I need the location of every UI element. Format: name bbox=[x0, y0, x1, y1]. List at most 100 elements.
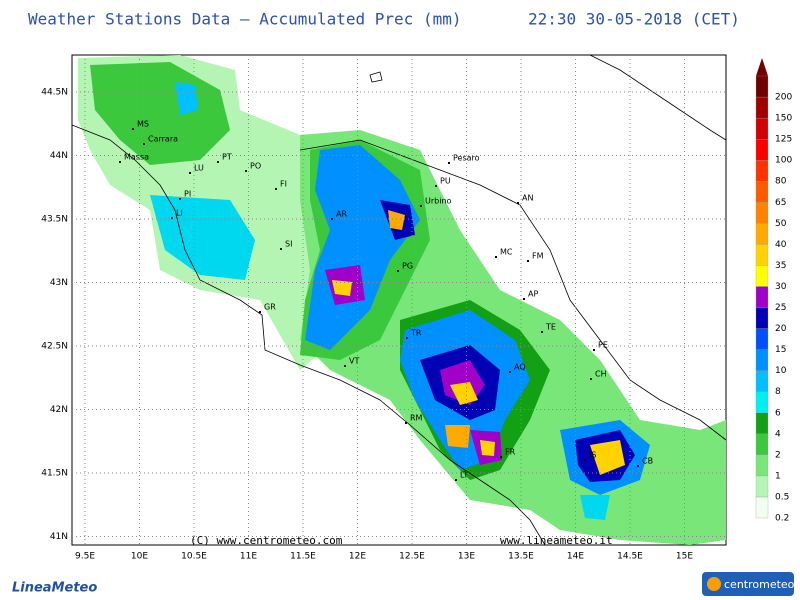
city-label: LI bbox=[176, 209, 183, 218]
logo-left: LineaMeteo bbox=[12, 581, 97, 596]
city-marker bbox=[517, 202, 519, 204]
city-marker bbox=[509, 371, 511, 373]
city-marker bbox=[590, 378, 592, 380]
legend-swatch bbox=[755, 117, 769, 140]
city-marker bbox=[420, 205, 422, 207]
legend-swatch bbox=[755, 475, 769, 498]
legend-label: 150 bbox=[775, 114, 792, 124]
lat-label: 42N bbox=[50, 405, 68, 415]
legend-swatch bbox=[755, 391, 769, 413]
lon-label: 13.5E bbox=[508, 552, 534, 562]
city-label: AN bbox=[522, 194, 533, 203]
city-label: FM bbox=[532, 252, 544, 261]
city-label: PT bbox=[222, 153, 232, 162]
city-label: Carrara bbox=[148, 135, 178, 144]
city-marker bbox=[143, 143, 145, 145]
city-marker bbox=[344, 365, 346, 367]
legend-swatch bbox=[755, 265, 769, 287]
lon-label: 14.5E bbox=[617, 552, 643, 562]
legend-label: 1 bbox=[775, 471, 781, 481]
city-marker bbox=[171, 217, 173, 219]
city-label: PE bbox=[598, 341, 608, 350]
legend-swatch bbox=[755, 286, 769, 308]
city-label: LT bbox=[460, 471, 468, 480]
city-label: TE bbox=[545, 323, 556, 332]
lon-label: 12.5E bbox=[399, 552, 425, 562]
city-label: FI bbox=[280, 180, 287, 189]
title: Weather Stations Data — Accumulated Prec… bbox=[28, 10, 461, 29]
city-label: PO bbox=[250, 162, 261, 171]
legend-label: 80 bbox=[775, 177, 787, 187]
legend-swatch bbox=[755, 349, 769, 371]
lat-label: 44N bbox=[50, 151, 68, 161]
legend-label: 50 bbox=[775, 219, 787, 229]
lon-label: 14E bbox=[567, 552, 584, 562]
legend-label: 35 bbox=[775, 261, 786, 271]
legend-label: 30 bbox=[775, 282, 787, 292]
city-marker bbox=[448, 162, 450, 164]
city-marker bbox=[119, 161, 121, 163]
lat-label: 43.5N bbox=[41, 215, 68, 225]
legend-label: 0.2 bbox=[775, 514, 789, 524]
legend-swatch bbox=[755, 307, 769, 329]
legend-swatch bbox=[755, 244, 769, 266]
city-marker bbox=[637, 465, 639, 467]
city-marker bbox=[435, 185, 437, 187]
city-label: TR bbox=[410, 329, 422, 338]
lon-label: 12E bbox=[349, 552, 366, 562]
graticule bbox=[72, 55, 726, 545]
lat-label: 44.5N bbox=[41, 88, 68, 98]
legend-swatch bbox=[755, 433, 769, 456]
map: MS Carrara Massa LU PT PO FI PI LI SI GR AR Pesaro PU… bbox=[71, 54, 727, 546]
legend-label: 25 bbox=[775, 303, 786, 313]
lat-label: 42.5N bbox=[41, 342, 68, 352]
legend-swatch bbox=[755, 328, 769, 350]
legend-label: 0.5 bbox=[775, 492, 789, 502]
city-marker bbox=[584, 459, 586, 461]
city-marker bbox=[495, 256, 497, 258]
legend-label: 6 bbox=[775, 408, 781, 418]
city-marker bbox=[500, 456, 502, 458]
legend-swatch bbox=[755, 370, 769, 392]
city-label: PU bbox=[440, 177, 451, 186]
city-label: AR bbox=[336, 210, 347, 219]
city-marker bbox=[245, 170, 247, 172]
lat-label: 43N bbox=[50, 278, 68, 288]
city-label: Massa bbox=[124, 153, 149, 162]
lon-label: 10E bbox=[131, 552, 148, 562]
city-label: MS bbox=[137, 120, 149, 129]
legend-label: 100 bbox=[775, 156, 792, 166]
lon-label: 15E bbox=[676, 552, 693, 562]
lat-label: 41.5N bbox=[41, 469, 68, 479]
timestamp: 22:30 30-05-2018 (CET) bbox=[528, 10, 740, 29]
city-marker bbox=[259, 311, 261, 313]
city-marker bbox=[593, 349, 595, 351]
city-marker bbox=[397, 270, 399, 272]
legend-swatch bbox=[755, 75, 769, 98]
city-marker bbox=[405, 422, 407, 424]
legend-swatch bbox=[755, 223, 769, 245]
logo-text: LineaMeteo bbox=[12, 581, 97, 596]
cities: MS Carrara Massa LU PT PO FI PI LI SI GR AR Pesaro PU… bbox=[119, 120, 653, 481]
city-label: AQ bbox=[514, 363, 526, 372]
city-marker bbox=[275, 188, 277, 190]
city-marker bbox=[217, 161, 219, 163]
city-label: GR bbox=[264, 303, 276, 312]
logo-box bbox=[702, 572, 794, 596]
precipitation bbox=[78, 55, 726, 545]
city-label: SI bbox=[285, 240, 292, 249]
lon-label: 11.5E bbox=[290, 552, 316, 562]
legend-swatch bbox=[755, 138, 769, 161]
legend-swatch bbox=[755, 496, 769, 519]
credit-left: (C) www.centrometeo.com bbox=[190, 534, 343, 547]
city-label: AP bbox=[528, 290, 538, 299]
lon-label: 9.5E bbox=[75, 552, 95, 562]
legend-label: 200 bbox=[775, 93, 792, 103]
city-marker bbox=[523, 298, 525, 300]
city-marker bbox=[189, 172, 191, 174]
legend-label: 125 bbox=[775, 135, 792, 145]
credit-right: www.lineameteo.it bbox=[500, 534, 613, 547]
city-marker bbox=[331, 218, 333, 220]
city-marker bbox=[541, 331, 543, 333]
